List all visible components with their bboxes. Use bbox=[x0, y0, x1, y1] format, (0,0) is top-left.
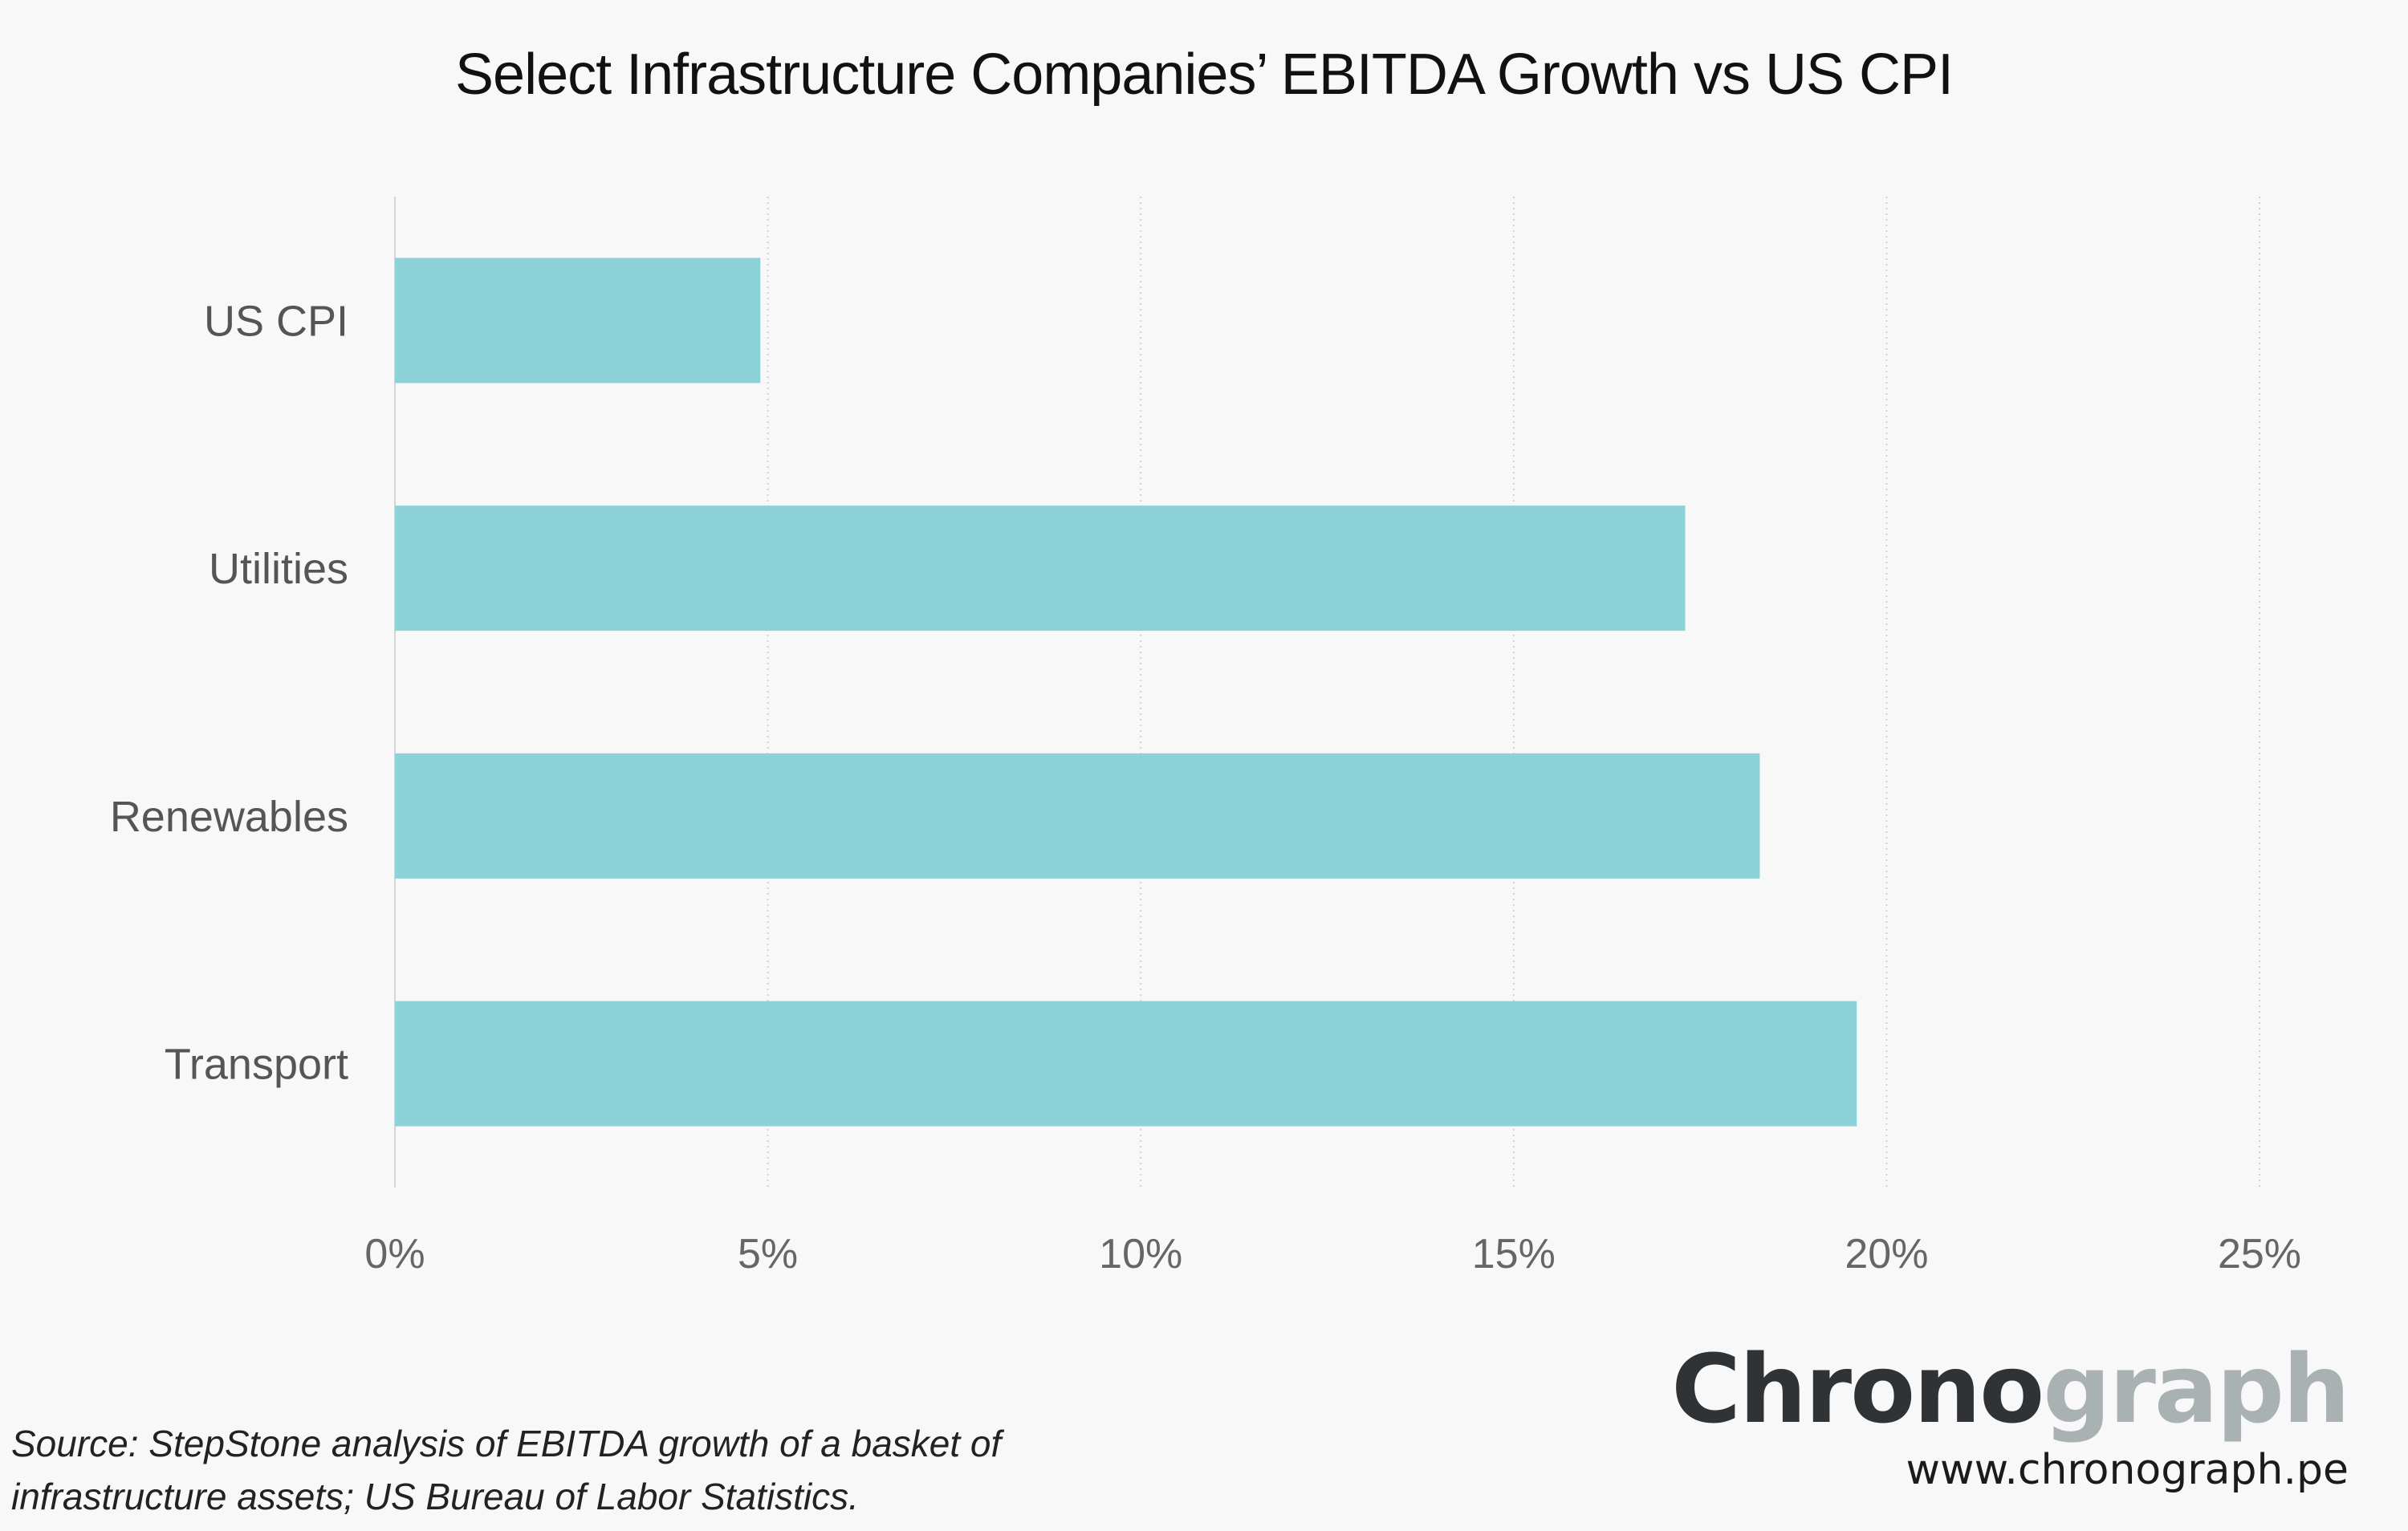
bar-us-cpi bbox=[395, 258, 761, 384]
x-tick-label: 0% bbox=[364, 1231, 425, 1277]
x-tick-label: 20% bbox=[1845, 1231, 1928, 1277]
logo-text-dark: Chrono bbox=[1671, 1334, 2044, 1444]
chronograph-logo: Chronograph bbox=[1671, 1334, 2350, 1444]
category-label: Utilities bbox=[209, 545, 348, 593]
logo-text-light: graph bbox=[2043, 1334, 2350, 1444]
bar-transport bbox=[395, 1001, 1857, 1127]
category-label: Transport bbox=[165, 1041, 348, 1089]
source-line-1: Source: StepStone analysis of EBITDA gro… bbox=[11, 1423, 1002, 1464]
bar-renewables bbox=[395, 753, 1760, 879]
chart-title: Select Infrastructure Companies’ EBITDA … bbox=[455, 43, 1954, 107]
category-label: US CPI bbox=[204, 297, 348, 345]
category-label: Renewables bbox=[110, 793, 348, 841]
x-tick-label: 25% bbox=[2218, 1231, 2301, 1277]
category-labels: US CPI Utilities Renewables Transport bbox=[110, 297, 348, 1088]
bars bbox=[395, 258, 1857, 1127]
x-tick-label: 15% bbox=[1472, 1231, 1556, 1277]
x-tick-label: 10% bbox=[1099, 1231, 1182, 1277]
x-tick-label: 5% bbox=[738, 1231, 798, 1277]
x-tick-labels: 0% 5% 10% 15% 20% 25% bbox=[364, 1231, 2301, 1277]
bar-utilities bbox=[395, 506, 1686, 631]
source-note: Source: StepStone analysis of EBITDA gro… bbox=[11, 1417, 1135, 1523]
brand-block: Chronograph www.chronograph.pe bbox=[1671, 1334, 2350, 1494]
brand-url: www.chronograph.pe bbox=[1906, 1446, 2349, 1494]
source-line-2: infrastructure assets; US Bureau of Labo… bbox=[11, 1476, 859, 1517]
